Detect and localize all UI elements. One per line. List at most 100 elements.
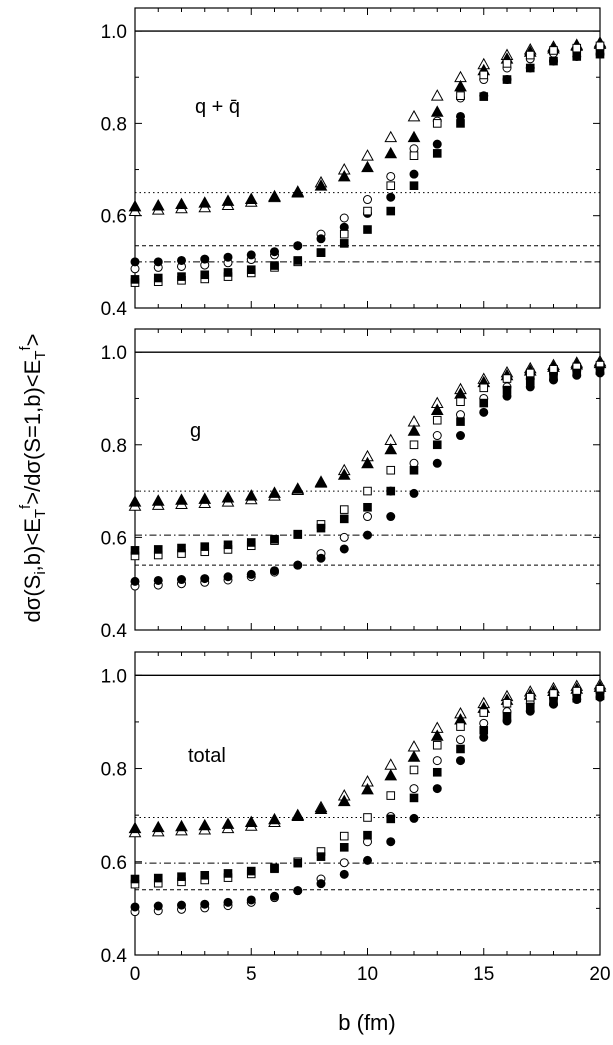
- data-point: [200, 899, 210, 909]
- data-point: [130, 546, 140, 555]
- y-tick-label: 0.4: [101, 621, 128, 642]
- data-point: [549, 689, 558, 698]
- y-title-sub: T: [32, 509, 49, 518]
- data-point: [246, 866, 256, 876]
- panel-label-g: g: [190, 420, 201, 442]
- data-point: [386, 206, 396, 216]
- data-point: [270, 891, 279, 901]
- data-point: [337, 169, 351, 182]
- x-tick-label: 10: [357, 964, 378, 985]
- data-point: [479, 398, 489, 408]
- data-point: [432, 119, 442, 128]
- data-point: [432, 458, 442, 468]
- data-point: [314, 179, 328, 191]
- data-point: [177, 872, 186, 881]
- data-point: [456, 744, 465, 754]
- series-filled-square: [130, 366, 605, 555]
- data-point: [386, 171, 396, 181]
- data-point: [246, 569, 256, 579]
- y-title-sub: T: [32, 351, 49, 360]
- data-point: [316, 879, 326, 889]
- data-point: [316, 852, 326, 861]
- data-point: [363, 855, 372, 865]
- data-point: [270, 863, 279, 873]
- data-point: [223, 897, 233, 907]
- y-tick-label: 0.4: [101, 946, 128, 967]
- panel-2: 0.4 0.6 0.8 1.0 g: [101, 328, 607, 642]
- panel-label-total: total: [188, 745, 226, 767]
- data-point: [549, 46, 558, 55]
- data-point: [246, 895, 256, 905]
- data-point: [386, 814, 396, 824]
- data-point: [386, 791, 396, 800]
- data-point: [409, 488, 419, 498]
- data-point: [572, 368, 582, 378]
- data-point: [479, 383, 489, 393]
- data-point: [244, 192, 258, 204]
- data-point: [270, 247, 279, 257]
- data-point: [595, 41, 605, 51]
- y-title-part: >: [20, 334, 45, 347]
- data-point: [339, 229, 349, 239]
- data-point: [270, 566, 279, 576]
- data-point: [363, 512, 372, 522]
- data-point: [363, 502, 372, 512]
- data-point: [175, 493, 188, 505]
- y-title-sup: f: [17, 504, 34, 509]
- data-point: [525, 368, 535, 378]
- data-point: [432, 440, 442, 450]
- data-point: [456, 119, 465, 128]
- data-point: [384, 146, 398, 159]
- data-point: [293, 886, 303, 896]
- data-point: [432, 149, 442, 158]
- data-point: [479, 70, 489, 80]
- data-point: [339, 213, 349, 223]
- data-point: [223, 869, 233, 878]
- data-point: [432, 740, 442, 750]
- data-point: [363, 225, 372, 234]
- data-point: [339, 843, 349, 852]
- data-point: [198, 818, 212, 831]
- panel-label-qqbar: q + q̄: [195, 96, 240, 118]
- data-point: [244, 815, 258, 828]
- series-filled-square: [130, 691, 605, 884]
- y-tick-label: 0.8: [101, 760, 127, 781]
- series-open-circle: [130, 363, 605, 591]
- data-point: [502, 385, 512, 395]
- data-point: [151, 820, 165, 833]
- y-title-sub: i: [32, 571, 49, 574]
- y-title-part: >/dσ(S=1,b)<E: [20, 360, 45, 505]
- data-point: [339, 505, 349, 514]
- data-point: [479, 92, 489, 101]
- data-point: [128, 821, 142, 834]
- data-point: [130, 902, 140, 912]
- data-point: [293, 241, 303, 251]
- data-point: [223, 540, 233, 550]
- data-point: [409, 440, 419, 450]
- data-point: [361, 160, 374, 173]
- data-point: [525, 377, 535, 386]
- data-point: [384, 442, 398, 455]
- x-tick-label: 20: [589, 964, 610, 985]
- data-point: [409, 465, 419, 475]
- data-point: [525, 702, 535, 712]
- data-point: [386, 192, 396, 202]
- y-tick-label: 1.0: [101, 343, 127, 364]
- data-point: [432, 756, 442, 766]
- data-point: [339, 544, 349, 554]
- data-point: [337, 468, 351, 480]
- data-point: [361, 456, 374, 469]
- data-point: [549, 371, 558, 381]
- data-point: [549, 56, 558, 66]
- data-point: [153, 273, 163, 283]
- data-point: [221, 491, 235, 503]
- data-point: [293, 858, 303, 868]
- data-point: [456, 431, 465, 441]
- data-point: [316, 248, 326, 257]
- data-point: [293, 560, 303, 570]
- data-point: [432, 767, 442, 777]
- data-point: [314, 802, 328, 814]
- y-tick-label: 0.6: [101, 853, 127, 874]
- data-point: [432, 431, 442, 441]
